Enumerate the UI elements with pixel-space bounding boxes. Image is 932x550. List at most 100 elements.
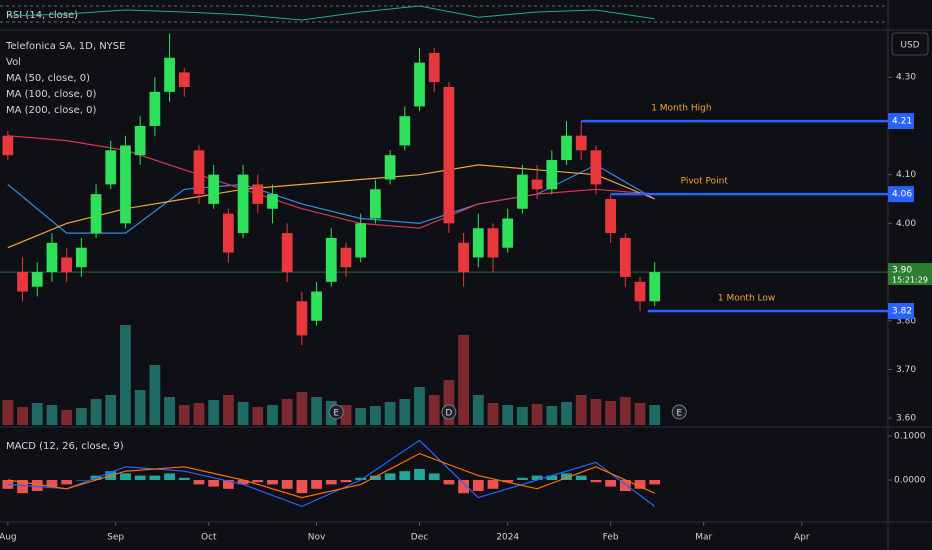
x-tick-label: Dec bbox=[411, 533, 428, 543]
y-tick-label: 3.80 bbox=[896, 316, 916, 326]
volume-bar bbox=[46, 405, 58, 425]
volume-bar bbox=[75, 408, 87, 425]
macd-histogram bbox=[296, 479, 308, 494]
volume-bar bbox=[384, 402, 396, 425]
level-tag-label: 4.06 bbox=[892, 190, 912, 200]
candle-body bbox=[472, 228, 484, 258]
currency-button[interactable] bbox=[891, 32, 929, 56]
macd-histogram bbox=[120, 473, 131, 480]
macd-histogram bbox=[193, 479, 205, 485]
macd-histogram bbox=[649, 479, 661, 485]
macd-histogram bbox=[370, 475, 381, 480]
macd-histogram bbox=[267, 479, 278, 485]
candle-body bbox=[31, 272, 43, 287]
x-tick-label: Aug bbox=[0, 533, 17, 543]
candle-body bbox=[546, 160, 558, 190]
y-tick-label: 3.70 bbox=[896, 365, 916, 375]
candle-body bbox=[575, 135, 587, 151]
volume-bar bbox=[281, 399, 293, 425]
level-label: 1 Month High bbox=[651, 104, 711, 114]
macd-histogram bbox=[428, 473, 440, 480]
candle-body bbox=[561, 135, 572, 161]
candle-body bbox=[487, 228, 499, 258]
volume-bar bbox=[649, 405, 661, 425]
volume-bar bbox=[399, 399, 411, 425]
volume-bar bbox=[90, 399, 102, 425]
macd-histogram bbox=[75, 479, 87, 481]
volume-bar bbox=[267, 405, 278, 425]
volume-bar bbox=[575, 395, 587, 425]
macd-histogram bbox=[502, 479, 514, 483]
macd-histogram bbox=[443, 479, 455, 485]
last-price-tag bbox=[888, 263, 932, 286]
volume-bar bbox=[252, 407, 264, 425]
y-tick-label: 3.60 bbox=[896, 414, 916, 424]
candle-body bbox=[325, 237, 337, 282]
candle-body bbox=[619, 237, 631, 277]
volume-bar bbox=[634, 403, 646, 425]
y-tick-label: 4.10 bbox=[896, 170, 916, 180]
event-label: E bbox=[676, 409, 682, 419]
macd-histogram bbox=[17, 479, 28, 494]
volume-bar bbox=[472, 395, 484, 425]
candle-body bbox=[120, 145, 131, 224]
candle-body bbox=[634, 281, 646, 302]
volume-bar bbox=[222, 395, 234, 425]
x-tick-label: Sep bbox=[107, 533, 124, 543]
candle-body bbox=[2, 135, 14, 156]
candle-body bbox=[61, 257, 73, 273]
candle-body bbox=[252, 184, 264, 204]
volume-bar bbox=[605, 401, 617, 425]
level-tag bbox=[888, 303, 914, 320]
candle-body bbox=[208, 174, 220, 204]
candle-body bbox=[46, 242, 58, 273]
macd-histogram bbox=[31, 479, 43, 491]
candle-body bbox=[517, 174, 528, 209]
legend-entry: MA (100, close, 0) bbox=[6, 89, 96, 100]
macd-histogram bbox=[134, 475, 146, 480]
candle-body bbox=[149, 91, 161, 126]
candle-body bbox=[75, 247, 87, 268]
volume-bar bbox=[458, 335, 469, 425]
macd-histogram bbox=[384, 473, 396, 480]
macd-histogram bbox=[458, 479, 469, 494]
level-tag-label: 4.21 bbox=[892, 117, 912, 127]
candle-body bbox=[237, 174, 249, 234]
candle-body bbox=[649, 272, 661, 302]
volume-bar bbox=[340, 405, 352, 425]
volume-bar bbox=[134, 390, 146, 425]
candle-body bbox=[267, 194, 278, 209]
rsi-label: RSI (14, close) bbox=[6, 10, 78, 21]
macd-histogram bbox=[252, 479, 264, 483]
macd-histogram bbox=[222, 479, 234, 489]
macd-histogram bbox=[561, 473, 572, 480]
volume-bar bbox=[120, 325, 131, 425]
candle-body bbox=[590, 150, 602, 185]
x-tick-label: Apr bbox=[794, 533, 810, 543]
candle-body bbox=[384, 155, 396, 180]
volume-bar bbox=[61, 410, 73, 425]
candle-body bbox=[178, 72, 190, 87]
macd-histogram bbox=[414, 468, 425, 480]
level-tag bbox=[888, 186, 914, 203]
volume-bar bbox=[561, 402, 572, 425]
volume-bar bbox=[502, 405, 514, 425]
level-label: Pivot Point bbox=[681, 177, 729, 187]
legend-entry: Vol bbox=[6, 57, 21, 68]
macd-histogram bbox=[575, 475, 587, 480]
currency[interactable]: USD bbox=[900, 41, 919, 51]
x-tick-label: Oct bbox=[201, 533, 217, 543]
x-tick-label: Nov bbox=[308, 533, 326, 543]
x-tick-label: 2024 bbox=[496, 533, 519, 543]
macd-histogram bbox=[237, 479, 249, 485]
volume-bar bbox=[546, 406, 558, 425]
volume-bar bbox=[105, 395, 117, 425]
candle-body bbox=[531, 179, 543, 190]
countdown: 15:21:29 bbox=[892, 276, 928, 285]
volume-bar bbox=[31, 403, 43, 425]
macd-histogram bbox=[399, 471, 411, 480]
volume-bar bbox=[208, 400, 220, 425]
level-tag-label: 3.82 bbox=[892, 307, 912, 317]
macd-histogram bbox=[605, 479, 617, 487]
